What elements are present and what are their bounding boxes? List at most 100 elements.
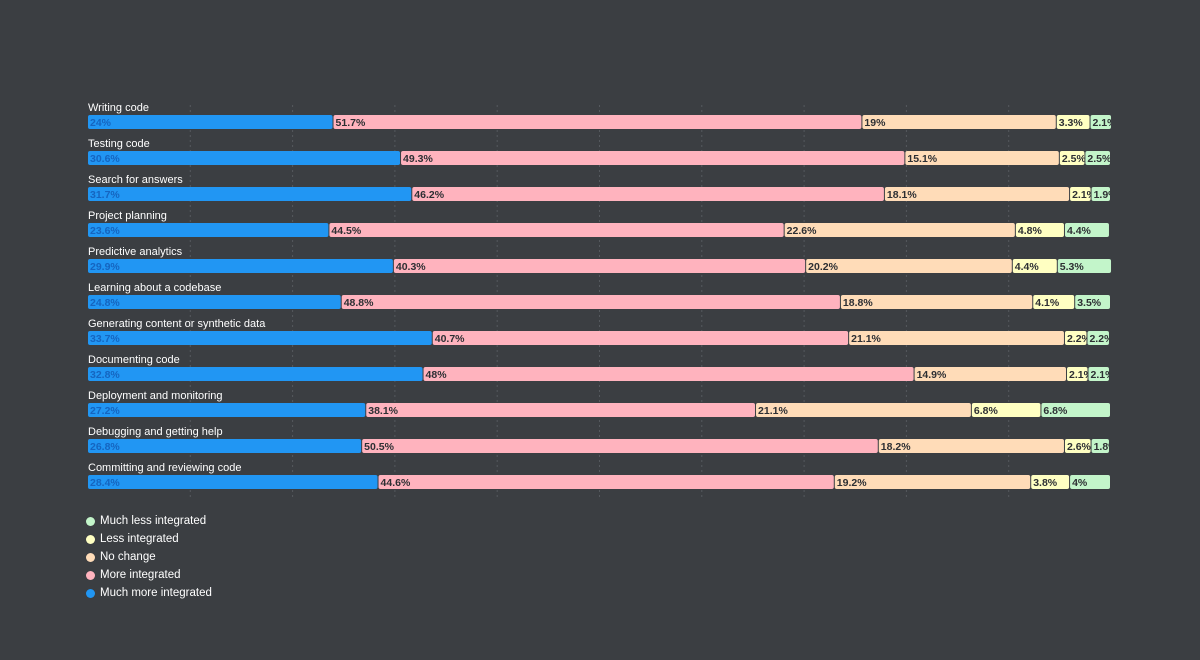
data-label: 48% bbox=[426, 369, 448, 381]
bar-row: Predictive analytics 29.9% 40.3% 20.2% 4.4% 5… bbox=[88, 246, 1112, 273]
category-label: Search for answers bbox=[88, 174, 183, 186]
bar-segment bbox=[366, 403, 756, 417]
data-label: 19% bbox=[864, 117, 886, 129]
category-label: Project planning bbox=[88, 210, 167, 222]
data-label: 38.1% bbox=[368, 405, 398, 417]
bar-row: Generating content or synthetic data 33.7… bbox=[88, 318, 1114, 345]
data-label: 24.8% bbox=[90, 297, 120, 309]
data-label: 4% bbox=[1072, 477, 1088, 489]
data-label: 19.2% bbox=[837, 477, 867, 489]
data-label: 4.1% bbox=[1035, 297, 1060, 309]
data-label: 44.5% bbox=[331, 225, 361, 237]
bar-segment bbox=[834, 475, 1031, 489]
data-label: 18.8% bbox=[843, 297, 873, 309]
bar-segment bbox=[1090, 115, 1112, 129]
data-label: 2.6% bbox=[1067, 441, 1092, 453]
data-label: 5.3% bbox=[1060, 261, 1085, 273]
bar-segment bbox=[1085, 151, 1110, 165]
legend-label: Much less integrated bbox=[100, 515, 207, 527]
data-label: 23.6% bbox=[90, 225, 120, 237]
data-label: 2.2% bbox=[1089, 333, 1114, 345]
bar-row: Project planning 23.6% 44.5% 22.6% 4.8% 4.4% bbox=[88, 210, 1109, 237]
bar-segment bbox=[88, 115, 333, 129]
data-label: 4.4% bbox=[1015, 261, 1040, 273]
bar-segment bbox=[423, 367, 914, 381]
bar-segment bbox=[1064, 331, 1087, 345]
bar-segment bbox=[412, 187, 884, 201]
data-label: 3.5% bbox=[1077, 297, 1102, 309]
category-label: Debugging and getting help bbox=[88, 426, 223, 438]
bar-segment bbox=[1067, 367, 1088, 381]
data-label: 40.3% bbox=[396, 261, 426, 273]
bar-segment bbox=[88, 295, 341, 309]
bar-row: Testing code 30.6% 49.3% 15.1% 2.5% 2.5% bbox=[88, 138, 1110, 165]
bar-segment bbox=[1031, 475, 1070, 489]
legend-dot-icon bbox=[86, 516, 95, 526]
data-label: 2.5% bbox=[1062, 153, 1087, 165]
bar-segment bbox=[1064, 223, 1109, 237]
bar-segment bbox=[1041, 403, 1110, 417]
data-label: 20.2% bbox=[808, 261, 838, 273]
bar-segment bbox=[884, 187, 1070, 201]
data-label: 48.8% bbox=[344, 297, 374, 309]
legend-item-more-integrated[interactable]: More integrated bbox=[86, 566, 212, 584]
bar-row: Committing and reviewing code 28.4% 44.6% 1… bbox=[88, 462, 1110, 489]
bar-row: Documenting code 32.8% 48% 14.9% 2.1%2.1% bbox=[88, 354, 1115, 381]
data-label: 14.9% bbox=[917, 369, 947, 381]
bar-segment bbox=[401, 151, 905, 165]
bar-segment bbox=[1057, 259, 1112, 273]
data-label: 2.1% bbox=[1090, 369, 1115, 381]
bar-segment bbox=[329, 223, 784, 237]
data-label: 2.2% bbox=[1067, 333, 1092, 345]
data-label: 46.2% bbox=[414, 189, 444, 201]
data-label: 2.1% bbox=[1069, 369, 1094, 381]
bar-segment bbox=[1088, 367, 1109, 381]
bar-segment bbox=[971, 403, 1041, 417]
bar-segment bbox=[1064, 439, 1091, 453]
legend-dot-icon bbox=[86, 552, 95, 562]
bar-segment bbox=[393, 259, 806, 273]
category-label: Predictive analytics bbox=[88, 246, 183, 258]
category-label: Committing and reviewing code bbox=[88, 462, 241, 474]
data-label: 6.8% bbox=[974, 405, 999, 417]
bar-segment bbox=[784, 223, 1015, 237]
legend-item-no-change[interactable]: No change bbox=[86, 548, 212, 566]
legend-item-much-more-integrated[interactable]: Much more integrated bbox=[86, 584, 212, 602]
bar-segment bbox=[1015, 223, 1064, 237]
data-label: 32.8% bbox=[90, 369, 120, 381]
data-label: 49.3% bbox=[403, 153, 433, 165]
bar-segment bbox=[849, 331, 1064, 345]
data-label: 28.4% bbox=[90, 477, 120, 489]
bar-segment bbox=[88, 475, 378, 489]
bar-segment bbox=[333, 115, 862, 129]
category-label: Testing code bbox=[88, 138, 150, 150]
data-label: 40.7% bbox=[435, 333, 465, 345]
bar-row: Debugging and getting help 26.8% 50.5% 18.2… bbox=[88, 426, 1119, 453]
bar-segment bbox=[1059, 151, 1085, 165]
bar-segment bbox=[88, 259, 393, 273]
data-label: 1.8% bbox=[1094, 441, 1119, 453]
data-label: 31.7% bbox=[90, 189, 120, 201]
bar-segment bbox=[432, 331, 849, 345]
data-label: 21.1% bbox=[851, 333, 881, 345]
bar-segment bbox=[88, 439, 362, 453]
category-label: Learning about a codebase bbox=[88, 282, 221, 294]
bar-row: Learning about a codebase 24.8% 48.8% 18.8%… bbox=[88, 282, 1110, 309]
legend-item-less-integrated[interactable]: Less integrated bbox=[86, 530, 212, 548]
data-label: 22.6% bbox=[787, 225, 817, 237]
data-label: 4.8% bbox=[1018, 225, 1043, 237]
bar-segment bbox=[862, 115, 1056, 129]
category-label: Writing code bbox=[88, 102, 149, 114]
bar-segment bbox=[341, 295, 840, 309]
data-label: 51.7% bbox=[336, 117, 366, 129]
bar-segment bbox=[1075, 295, 1110, 309]
legend-item-much-less-integrated[interactable]: Much less integrated bbox=[86, 512, 212, 530]
legend-dot-icon bbox=[86, 570, 95, 580]
bar-segment bbox=[1091, 439, 1109, 453]
bar-segment bbox=[88, 187, 412, 201]
data-label: 29.9% bbox=[90, 261, 120, 273]
category-label: Documenting code bbox=[88, 354, 180, 366]
bar-segment bbox=[362, 439, 878, 453]
data-label: 44.6% bbox=[381, 477, 411, 489]
